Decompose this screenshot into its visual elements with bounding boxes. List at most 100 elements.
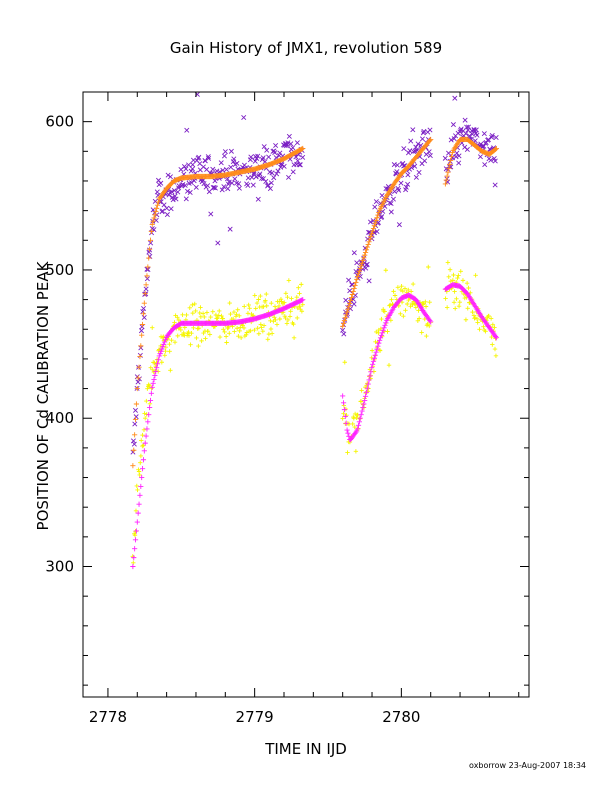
- point-upper-points: [414, 147, 420, 153]
- point-lower-points: [180, 312, 185, 318]
- point-lower-fit: [380, 327, 386, 333]
- point-upper-points: [202, 158, 208, 164]
- point-lower-fit: [343, 420, 349, 426]
- point-lower-points: [389, 297, 394, 302]
- point-upper-points: [463, 131, 469, 137]
- point-upper-fit: [363, 247, 370, 253]
- point-lower-fit: [382, 322, 388, 328]
- point-lower-fit: [148, 390, 154, 396]
- point-upper-points: [212, 185, 218, 191]
- point-lower-points: [492, 346, 498, 352]
- point-upper-points: [346, 277, 352, 283]
- point-lower-points: [493, 353, 499, 358]
- point-lower-fit: [139, 466, 146, 472]
- point-upper-points: [161, 202, 167, 208]
- point-lower-points: [297, 304, 302, 309]
- point-lower-points: [460, 278, 466, 283]
- point-upper-points: [143, 286, 149, 292]
- point-upper-points: [153, 217, 159, 223]
- point-lower-points: [141, 427, 147, 432]
- point-lower-fit: [362, 393, 369, 399]
- point-lower-points: [424, 333, 429, 339]
- point-lower-points: [265, 337, 271, 342]
- point-upper-fit: [354, 276, 360, 282]
- point-upper-points: [341, 331, 347, 337]
- point-lower-fit: [340, 400, 347, 406]
- series-upper-points: [130, 91, 499, 455]
- point-upper-points: [141, 305, 147, 312]
- point-lower-points: [137, 472, 142, 478]
- point-upper-points: [267, 186, 273, 192]
- point-upper-points: [340, 327, 346, 333]
- point-lower-points: [238, 325, 243, 330]
- point-upper-points: [473, 127, 479, 133]
- point-lower-fit: [346, 433, 352, 439]
- point-lower-points: [391, 289, 396, 294]
- point-lower-fit: [377, 337, 383, 343]
- point-lower-fit: [130, 563, 136, 570]
- point-lower-fit: [141, 448, 147, 454]
- point-lower-points: [489, 334, 494, 340]
- point-upper-points: [248, 154, 254, 160]
- point-upper-fit: [154, 205, 160, 211]
- point-lower-points: [135, 487, 140, 493]
- point-lower-points: [236, 334, 241, 339]
- point-upper-points: [485, 137, 491, 143]
- point-lower-points: [419, 330, 424, 335]
- point-upper-points: [201, 181, 207, 187]
- point-lower-points: [288, 309, 293, 314]
- point-lower-points: [150, 325, 155, 330]
- point-lower-points: [427, 323, 432, 329]
- point-lower-points: [445, 260, 451, 265]
- point-lower-points: [237, 328, 242, 334]
- point-upper-points: [464, 146, 470, 152]
- x-tick-label: 2780: [382, 708, 420, 726]
- point-lower-points: [167, 341, 172, 347]
- point-lower-points: [140, 432, 145, 438]
- point-lower-points: [443, 296, 448, 301]
- point-upper-points: [448, 137, 454, 143]
- chart-title: Gain History of JMX1, revolution 589: [170, 39, 442, 57]
- point-upper-points: [288, 141, 294, 147]
- point-upper-points: [405, 181, 411, 187]
- point-lower-fit: [340, 393, 346, 399]
- point-lower-fit: [364, 385, 370, 391]
- point-lower-points: [287, 314, 293, 319]
- point-lower-points: [189, 331, 194, 336]
- point-upper-points: [131, 441, 137, 447]
- point-upper-fit: [345, 306, 351, 312]
- point-upper-points: [144, 276, 150, 282]
- point-lower-fit: [151, 376, 157, 383]
- y-tick-label: 600: [45, 113, 74, 131]
- point-lower-points: [415, 318, 421, 324]
- point-lower-points: [136, 469, 142, 474]
- point-lower-points: [455, 275, 460, 281]
- point-lower-points: [253, 306, 258, 311]
- point-upper-points: [196, 154, 202, 160]
- point-upper-points: [474, 132, 480, 138]
- point-upper-points: [492, 182, 498, 188]
- point-lower-points: [291, 321, 296, 327]
- point-upper-points: [412, 163, 418, 169]
- point-upper-points: [407, 148, 413, 154]
- point-lower-fit: [149, 384, 155, 390]
- point-upper-points: [367, 219, 374, 225]
- point-upper-fit: [372, 220, 378, 226]
- point-upper-points: [210, 166, 216, 172]
- point-upper-points: [481, 143, 487, 149]
- point-upper-points: [139, 324, 145, 330]
- point-upper-points: [268, 180, 274, 186]
- point-upper-points: [279, 162, 285, 168]
- point-lower-points: [232, 329, 237, 334]
- point-lower-points: [219, 313, 224, 319]
- point-upper-points: [492, 158, 498, 164]
- point-lower-points: [444, 305, 450, 310]
- point-upper-points: [296, 162, 302, 168]
- point-upper-fit: [300, 145, 306, 152]
- point-lower-fit: [363, 389, 370, 395]
- point-upper-points: [266, 154, 272, 160]
- y-tick-label: 300: [45, 558, 74, 576]
- point-upper-points: [255, 196, 261, 202]
- point-lower-points: [213, 312, 219, 318]
- point-upper-points: [351, 301, 357, 307]
